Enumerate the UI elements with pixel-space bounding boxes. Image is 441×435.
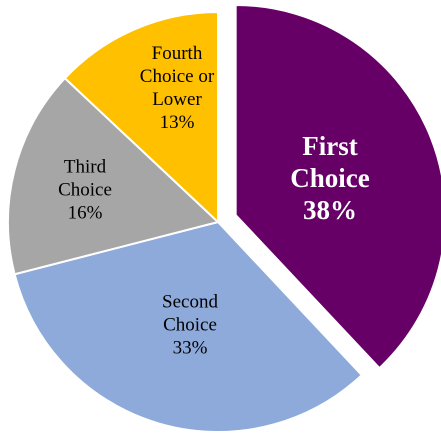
category-label: First Choice — [290, 131, 370, 193]
slice-label: Third Choice 16% — [45, 156, 125, 225]
category-label: Second Choice — [162, 291, 218, 336]
pie-slice — [7, 76, 221, 276]
category-label: Fourth Choice or Lower — [139, 43, 215, 110]
slice-label: Second Choice 33% — [145, 291, 235, 360]
slice-label: Fourth Choice or Lower 13% — [127, 42, 227, 134]
value-label: 38% — [303, 195, 357, 225]
pie-slice — [63, 10, 219, 225]
value-label: 13% — [159, 112, 195, 133]
value-label: 33% — [172, 337, 208, 359]
pie-slice — [13, 220, 364, 433]
category-label: Third Choice — [58, 156, 112, 201]
value-label: 16% — [67, 202, 103, 224]
slice-label: First Choice 38% — [265, 130, 395, 226]
pie-slice — [234, 4, 441, 370]
